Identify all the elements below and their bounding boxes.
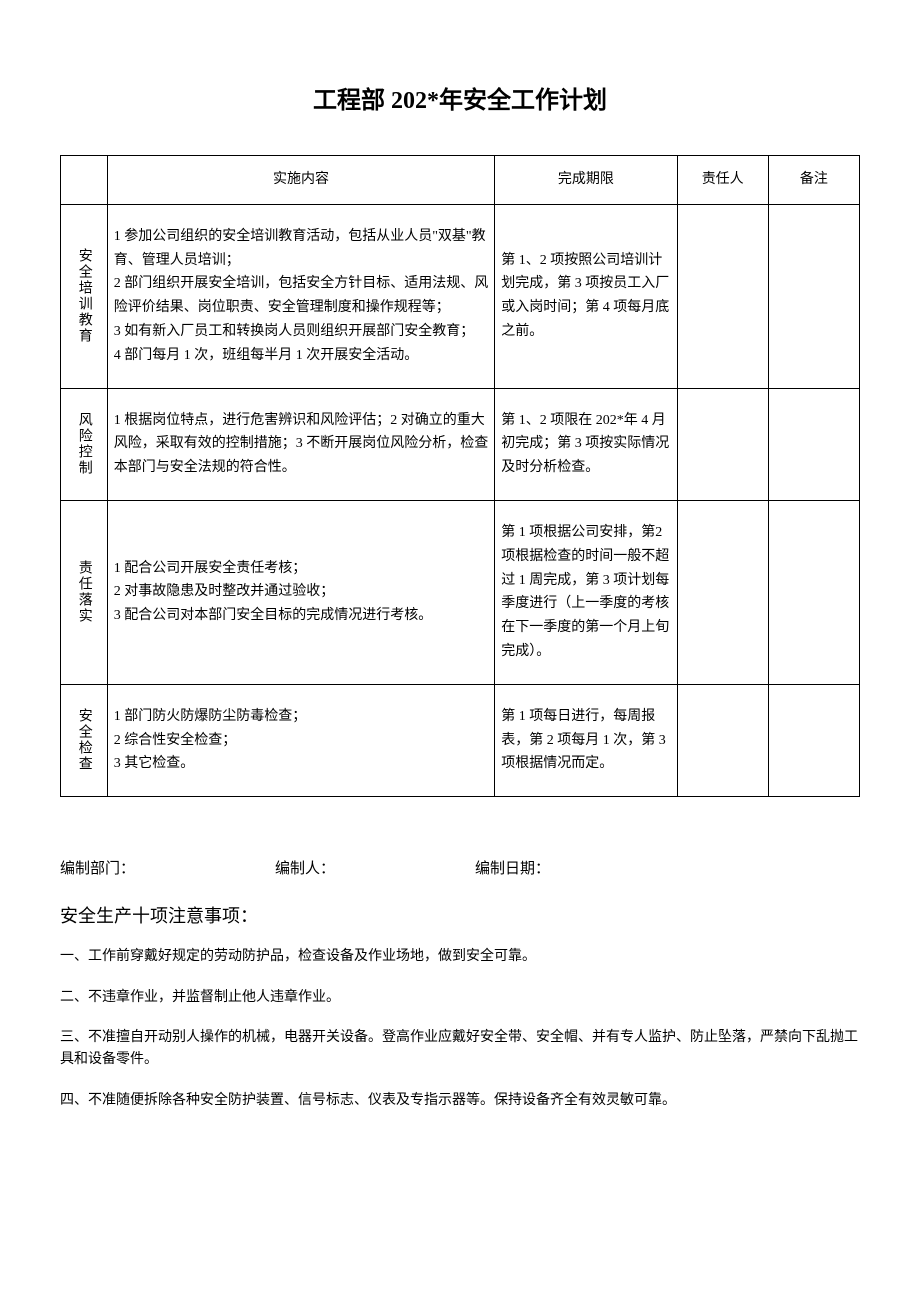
header-person: 责任人 [677, 156, 768, 205]
person-cell [677, 684, 768, 796]
note-cell [768, 500, 859, 684]
deadline-cell: 第 1、2 项限在 202*年 4 月初完成；第 3 项按实际情况及时分析检查。 [495, 388, 677, 500]
note-item: 四、不准随便拆除各种安全防护装置、信号标志、仪表及专指示器等。保持设备齐全有效灵… [60, 1090, 860, 1112]
table-row: 风险控制 1 根据岗位特点，进行危害辨识和风险评估；2 对确立的重大风险，采取有… [61, 388, 860, 500]
note-item: 三、不准擅自开动别人操作的机械，电器开关设备。登高作业应戴好安全带、安全帽、并有… [60, 1027, 860, 1072]
notes-title: 安全生产十项注意事项： [60, 902, 860, 928]
table-header-row: 实施内容 完成期限 责任人 备注 [61, 156, 860, 205]
person-cell [677, 204, 768, 388]
table-row: 安全检查 1 部门防火防爆防尘防毒检查；2 综合性安全检查；3 其它检查。 第 … [61, 684, 860, 796]
content-cell: 1 配合公司开展安全责任考核；2 对事故隐患及时整改并通过验收；3 配合公司对本… [107, 500, 495, 684]
note-cell [768, 388, 859, 500]
deadline-cell: 第 1 项根据公司安排，第2项根据检查的时间一般不超过 1 周完成，第 3 项计… [495, 500, 677, 684]
header-note: 备注 [768, 156, 859, 205]
table-row: 安全培训教育 1 参加公司组织的安全培训教育活动，包括从业人员"双基"教育、管理… [61, 204, 860, 388]
page-title: 工程部 202*年安全工作计划 [60, 80, 860, 115]
work-plan-table: 实施内容 完成期限 责任人 备注 安全培训教育 1 参加公司组织的安全培训教育活… [60, 155, 860, 797]
content-cell: 1 根据岗位特点，进行危害辨识和风险评估；2 对确立的重大风险，采取有效的控制措… [107, 388, 495, 500]
category-cell: 责任落实 [61, 500, 108, 684]
person-cell [677, 500, 768, 684]
author-label: 编制人： [275, 857, 335, 878]
content-cell: 1 部门防火防爆防尘防毒检查；2 综合性安全检查；3 其它检查。 [107, 684, 495, 796]
dept-label: 编制部门： [60, 857, 135, 878]
table-row: 责任落实 1 配合公司开展安全责任考核；2 对事故隐患及时整改并通过验收；3 配… [61, 500, 860, 684]
header-deadline: 完成期限 [495, 156, 677, 205]
date-label: 编制日期： [475, 857, 550, 878]
content-cell: 1 参加公司组织的安全培训教育活动，包括从业人员"双基"教育、管理人员培训；2 … [107, 204, 495, 388]
header-category [61, 156, 108, 205]
category-cell: 安全检查 [61, 684, 108, 796]
footer-row: 编制部门： 编制人： 编制日期： [60, 857, 860, 878]
category-cell: 安全培训教育 [61, 204, 108, 388]
category-cell: 风险控制 [61, 388, 108, 500]
note-cell [768, 684, 859, 796]
note-cell [768, 204, 859, 388]
deadline-cell: 第 1、2 项按照公司培训计划完成，第 3 项按员工入厂或入岗时间；第 4 项每… [495, 204, 677, 388]
note-item: 一、工作前穿戴好规定的劳动防护品，检查设备及作业场地，做到安全可靠。 [60, 946, 860, 968]
deadline-cell: 第 1 项每日进行，每周报表，第 2 项每月 1 次，第 3 项根据情况而定。 [495, 684, 677, 796]
header-content: 实施内容 [107, 156, 495, 205]
note-item: 二、不违章作业，并监督制止他人违章作业。 [60, 987, 860, 1009]
person-cell [677, 388, 768, 500]
